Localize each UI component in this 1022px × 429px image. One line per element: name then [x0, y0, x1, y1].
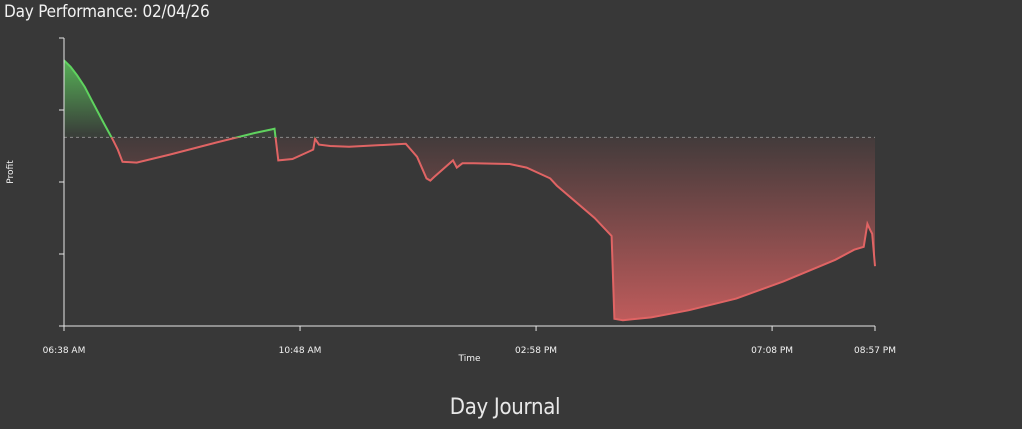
series-lines: [63, 59, 876, 322]
y-axis-title: Profit: [6, 160, 16, 184]
day-journal-heading: Day Journal: [449, 395, 561, 420]
area-fills: [64, 60, 875, 321]
page-title: Day Performance: 02/04/26: [4, 2, 210, 22]
x-tick-label: 02:58 PM: [515, 346, 557, 356]
x-axis-ticks: 06:38 AM 10:48 AM 02:58 PM 07:08 PM 08:57 PM: [43, 326, 896, 356]
x-tick-label: 06:38 AM: [43, 346, 86, 356]
loss-line: [110, 137, 876, 322]
loss-area: [64, 137, 875, 321]
x-tick-label: 08:57 PM: [854, 346, 896, 356]
x-tick-label: 10:48 AM: [279, 346, 322, 356]
profit-area: [64, 60, 276, 138]
x-tick-label: 07:08 PM: [751, 346, 793, 356]
y-axis-ticks: [59, 37, 64, 327]
x-axis-title: Time: [457, 354, 480, 364]
